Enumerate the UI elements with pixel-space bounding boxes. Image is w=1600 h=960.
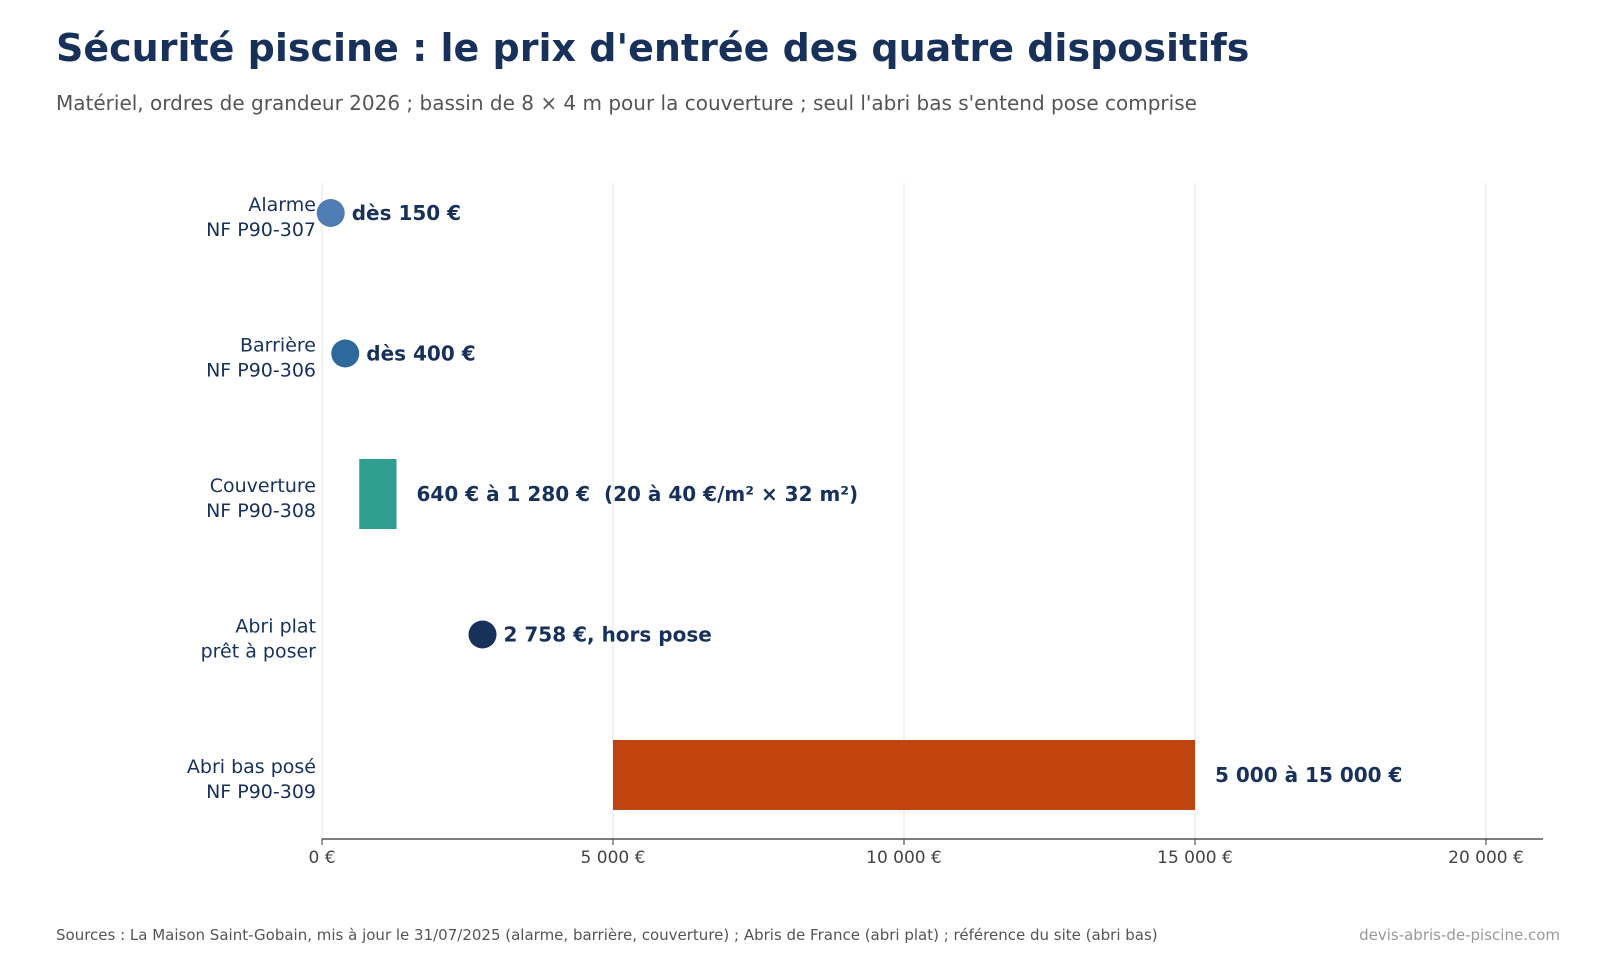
category-label-line: NF P90-306 bbox=[206, 360, 316, 382]
price-range-bar bbox=[613, 740, 1195, 810]
category-label: Abri bas posé NF P90-309 bbox=[187, 756, 316, 803]
category-label-line: Abri plat bbox=[235, 616, 316, 638]
chart-title: Sécurité piscine : le prix d'entrée des … bbox=[56, 26, 1250, 70]
data-label: 5 000 à 15 000 € bbox=[1215, 763, 1402, 787]
price-range-bar bbox=[359, 459, 397, 529]
source-note: Sources : La Maison Saint-Gobain, mis à … bbox=[56, 926, 1158, 944]
site-credit: devis-abris-de-piscine.com bbox=[1359, 926, 1560, 944]
category-label: Abri plat prêt à poser bbox=[201, 616, 317, 663]
price-dot bbox=[331, 339, 360, 368]
x-tick-label: 15 000 € bbox=[1157, 848, 1233, 868]
category-label: Couverture NF P90-308 bbox=[206, 475, 316, 522]
category-label: Alarme NF P90-307 bbox=[206, 194, 316, 241]
category-label-line: NF P90-307 bbox=[206, 219, 316, 241]
data-label: 2 758 €, hors pose bbox=[504, 623, 712, 647]
price-range-chart: 0 € 5 000 € 10 000 € 15 000 € 20 000 € Alarme… bbox=[187, 183, 1543, 868]
chart-subtitle: Matériel, ordres de grandeur 2026 ; bass… bbox=[56, 91, 1197, 115]
category-label-line: Alarme bbox=[248, 194, 316, 216]
data-label: 640 € à 1 280 € (20 à 40 €/m² × 32 m²) bbox=[416, 482, 858, 506]
category-label-line: Couverture bbox=[210, 475, 316, 497]
x-tick-label: 10 000 € bbox=[866, 848, 942, 868]
category-label-line: prêt à poser bbox=[201, 641, 317, 663]
category-label-line: Abri bas posé bbox=[187, 756, 316, 778]
category-label-line: NF P90-308 bbox=[206, 500, 316, 522]
price-dot bbox=[468, 620, 497, 649]
x-tick-label: 0 € bbox=[308, 848, 335, 868]
price-dot bbox=[316, 199, 345, 227]
data-label: dès 400 € bbox=[366, 342, 475, 366]
category-label-line: NF P90-309 bbox=[206, 781, 316, 803]
category-label-line: Barrière bbox=[240, 335, 316, 357]
category-label: Barrière NF P90-306 bbox=[206, 335, 316, 382]
data-label: dès 150 € bbox=[352, 201, 461, 225]
x-tick-label: 20 000 € bbox=[1448, 848, 1524, 868]
x-tick-label: 5 000 € bbox=[581, 848, 646, 868]
